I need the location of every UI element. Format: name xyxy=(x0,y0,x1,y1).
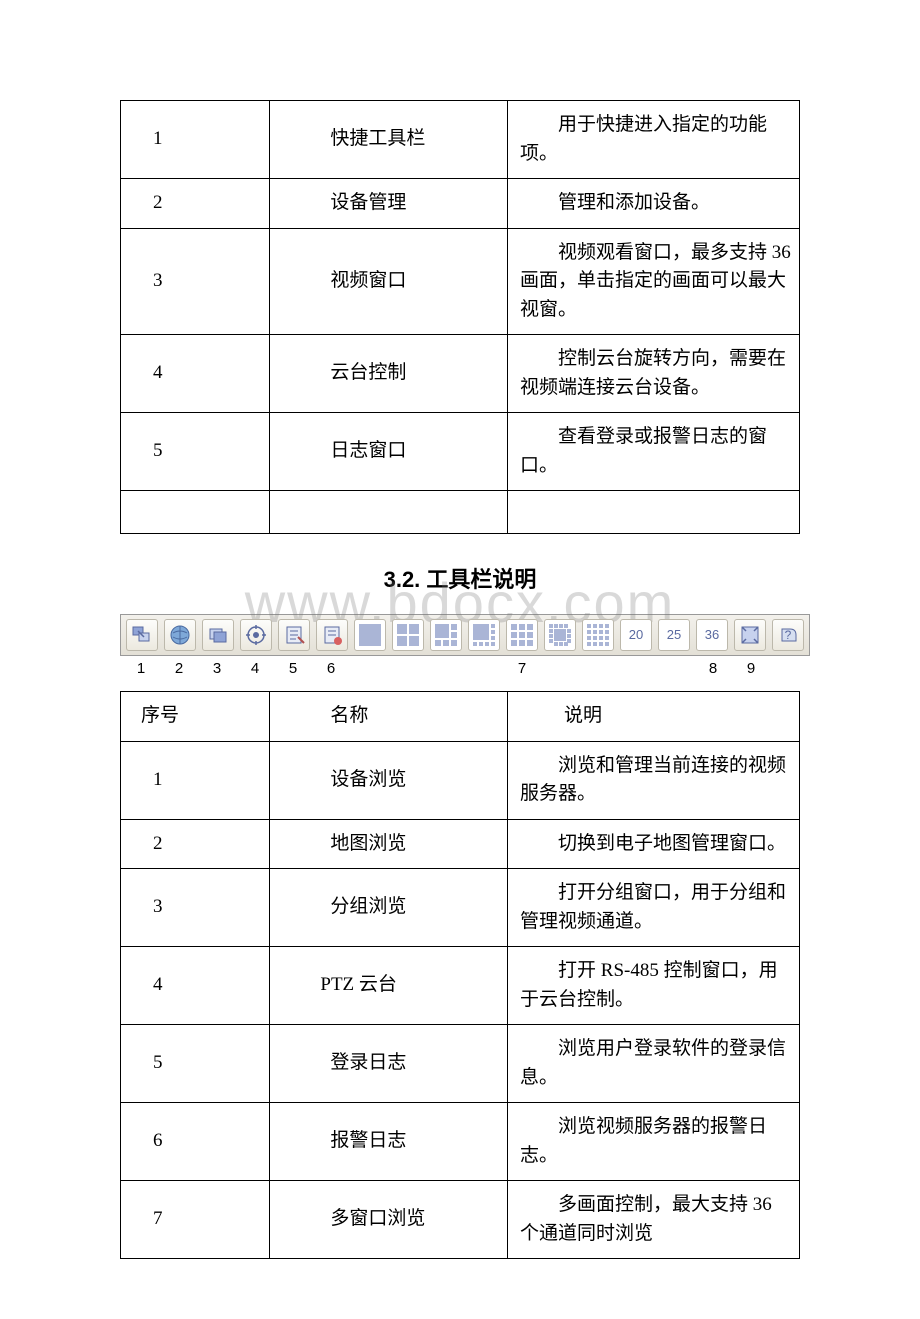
toolbar-label: 2 xyxy=(160,660,198,677)
cell-desc: 浏览视频服务器的报警日志。 xyxy=(508,1103,800,1181)
cell-index: 3 xyxy=(121,228,270,335)
col-header: 名称 xyxy=(270,692,508,742)
alarm-log-icon[interactable] xyxy=(316,619,348,651)
toolbar-label: 1 xyxy=(122,660,160,677)
table-row: 2 设备管理 管理和添加设备。 xyxy=(121,179,800,229)
cell-index: 3 xyxy=(121,869,270,947)
toolbar-desc-table: 序号 名称 说明 1 设备浏览 浏览和管理当前连接的视频服务器。 2 地图浏览 … xyxy=(120,691,800,1259)
table-row: 1 快捷工具栏 用于快捷进入指定的功能项。 xyxy=(121,101,800,179)
cell-desc: 打开 RS-485 控制窗口，用于云台控制。 xyxy=(508,947,800,1025)
cell-desc: 用于快捷进入指定的功能项。 xyxy=(508,101,800,179)
layout-16-icon[interactable] xyxy=(582,619,614,651)
document-page: www.bdocx.com 1 快捷工具栏 用于快捷进入指定的功能项。 2 设备… xyxy=(0,0,920,1319)
layout-6-icon[interactable] xyxy=(430,619,462,651)
table-row-empty xyxy=(121,491,800,534)
cell-index: 5 xyxy=(121,413,270,491)
cell-desc: 视频观看窗口，最多支持 36 画面，单击指定的画面可以最大视窗。 xyxy=(508,228,800,335)
ptz-icon[interactable] xyxy=(240,619,272,651)
section-heading: 3.2. 工具栏说明 xyxy=(120,562,800,594)
cell-name: 地图浏览 xyxy=(270,819,508,869)
cell-index: 2 xyxy=(121,819,270,869)
cell-name: 视频窗口 xyxy=(270,228,508,335)
cell-index: 5 xyxy=(121,1025,270,1103)
toolbar-labels: 123456789 xyxy=(120,660,800,677)
table-row: 3 分组浏览 打开分组窗口，用于分组和管理视频通道。 xyxy=(121,869,800,947)
cell-index: 4 xyxy=(121,947,270,1025)
toolbar-label: 3 xyxy=(198,660,236,677)
table-row: 3 视频窗口 视频观看窗口，最多支持 36 画面，单击指定的画面可以最大视窗。 xyxy=(121,228,800,335)
table-row: 4 PTZ 云台 打开 RS-485 控制窗口，用于云台控制。 xyxy=(121,947,800,1025)
cell-desc: 管理和添加设备。 xyxy=(508,179,800,229)
col-header: 说明 xyxy=(508,692,800,742)
login-log-icon[interactable] xyxy=(278,619,310,651)
cell-desc: 多画面控制，最大支持 36 个通道同时浏览 xyxy=(508,1181,800,1259)
cell-desc: 浏览用户登录软件的登录信息。 xyxy=(508,1025,800,1103)
cell-name: 报警日志 xyxy=(270,1103,508,1181)
cell-desc: 切换到电子地图管理窗口。 xyxy=(508,819,800,869)
cell-name: 设备管理 xyxy=(270,179,508,229)
layout-8-icon[interactable] xyxy=(468,619,500,651)
toolbar-bar: 20 25 36 ? xyxy=(120,614,810,656)
cell-name: 分组浏览 xyxy=(270,869,508,947)
toolbar-label: 4 xyxy=(236,660,274,677)
help-icon[interactable]: ? xyxy=(772,619,804,651)
table-row: 6 报警日志 浏览视频服务器的报警日志。 xyxy=(121,1103,800,1181)
layout-9-icon[interactable] xyxy=(506,619,538,651)
layout-36-icon[interactable]: 36 xyxy=(696,619,728,651)
table-row: 2 地图浏览 切换到电子地图管理窗口。 xyxy=(121,819,800,869)
cell-index: 2 xyxy=(121,179,270,229)
device-browse-icon[interactable] xyxy=(126,619,158,651)
table-row: 4 云台控制 控制云台旋转方向，需要在视频端连接云台设备。 xyxy=(121,335,800,413)
cell-index: 7 xyxy=(121,1181,270,1259)
cell-name: PTZ 云台 xyxy=(270,947,508,1025)
toolbar-label: 8 xyxy=(694,660,732,677)
table-row: 5 日志窗口 查看登录或报警日志的窗口。 xyxy=(121,413,800,491)
layout-20-icon[interactable]: 20 xyxy=(620,619,652,651)
toolbar-label: 9 xyxy=(732,660,770,677)
table-row: 5 登录日志 浏览用户登录软件的登录信息。 xyxy=(121,1025,800,1103)
cell-desc: 查看登录或报警日志的窗口。 xyxy=(508,413,800,491)
cell-name: 登录日志 xyxy=(270,1025,508,1103)
cell-desc: 打开分组窗口，用于分组和管理视频通道。 xyxy=(508,869,800,947)
cell-name: 设备浏览 xyxy=(270,741,508,819)
group-browse-icon[interactable] xyxy=(202,619,234,651)
table-row: 7 多窗口浏览 多画面控制，最大支持 36 个通道同时浏览 xyxy=(121,1181,800,1259)
cell-desc: 控制云台旋转方向，需要在视频端连接云台设备。 xyxy=(508,335,800,413)
cell-index: 1 xyxy=(121,101,270,179)
toolbar-label: 5 xyxy=(274,660,312,677)
col-header: 序号 xyxy=(121,692,270,742)
ui-region-table: 1 快捷工具栏 用于快捷进入指定的功能项。 2 设备管理 管理和添加设备。 3 … xyxy=(120,100,800,534)
toolbar-label: 7 xyxy=(350,660,694,677)
cell-name: 快捷工具栏 xyxy=(270,101,508,179)
layout-4-icon[interactable] xyxy=(392,619,424,651)
layout-13-icon[interactable] xyxy=(544,619,576,651)
table-header-row: 序号 名称 说明 xyxy=(121,692,800,742)
cell-index: 4 xyxy=(121,335,270,413)
layout-25-icon[interactable]: 25 xyxy=(658,619,690,651)
cell-name: 云台控制 xyxy=(270,335,508,413)
svg-text:?: ? xyxy=(785,628,792,642)
toolbar-figure: 20 25 36 ? 123456789 xyxy=(120,614,800,677)
cell-name: 多窗口浏览 xyxy=(270,1181,508,1259)
cell-desc: 浏览和管理当前连接的视频服务器。 xyxy=(508,741,800,819)
toolbar-label: 6 xyxy=(312,660,350,677)
fullscreen-icon[interactable] xyxy=(734,619,766,651)
cell-index: 6 xyxy=(121,1103,270,1181)
layout-1-icon[interactable] xyxy=(354,619,386,651)
map-browse-icon[interactable] xyxy=(164,619,196,651)
cell-index: 1 xyxy=(121,741,270,819)
cell-name: 日志窗口 xyxy=(270,413,508,491)
table-row: 1 设备浏览 浏览和管理当前连接的视频服务器。 xyxy=(121,741,800,819)
